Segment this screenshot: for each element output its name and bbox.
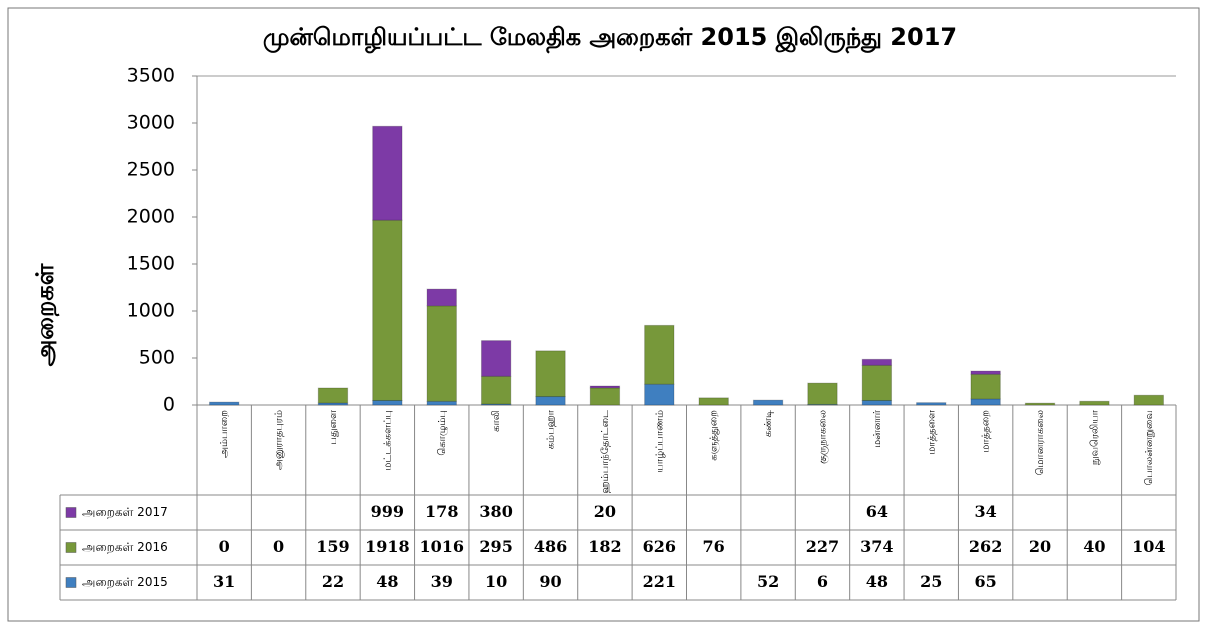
chart-border <box>7 7 1200 622</box>
table-cell: 182 <box>588 537 621 556</box>
bar <box>970 373 1001 400</box>
x-tick-label: கொழும்பு <box>437 410 448 456</box>
table-cell: 227 <box>806 537 839 556</box>
x-tick-label: பதுளை <box>328 410 339 445</box>
table-cell: 52 <box>757 572 779 591</box>
table-cell: 64 <box>866 502 888 521</box>
bar <box>426 400 457 406</box>
table-cell: 380 <box>479 502 512 521</box>
bar <box>861 364 893 401</box>
bar <box>644 324 675 385</box>
y-tick-label: 0 <box>163 394 175 416</box>
x-tick-label: மாத்தறை <box>981 410 992 453</box>
bar <box>535 350 566 398</box>
table-cell: 1918 <box>365 537 410 556</box>
table-cell: 40 <box>1083 537 1105 556</box>
bar <box>861 358 893 366</box>
bar <box>970 370 1001 375</box>
x-tick-label: ஹம்பாந்தோட்டை <box>600 410 611 494</box>
x-tick-label: அம்பாறை <box>219 410 230 458</box>
bar <box>1079 400 1110 406</box>
table-cell: 76 <box>703 537 725 556</box>
x-tick-label: மாத்தளை <box>926 410 937 455</box>
table-cell: 20 <box>1029 537 1051 556</box>
bar <box>698 397 729 406</box>
x-tick-label: குருநாகலை <box>817 410 829 464</box>
table-cell: 262 <box>969 537 1002 556</box>
bar <box>209 401 240 406</box>
x-tick-label: காலி <box>491 410 502 432</box>
bar <box>480 340 512 377</box>
table-cell: 486 <box>534 537 567 556</box>
bar <box>916 402 947 406</box>
table-cell: 22 <box>322 572 344 591</box>
table-cell: 1016 <box>419 537 464 556</box>
bar <box>1024 402 1056 406</box>
bar <box>426 305 457 402</box>
chart-title: முன்மொழியப்பட்ட மேலதிக அறைகள் 2015 இலிரு… <box>263 23 957 54</box>
bar <box>317 387 349 404</box>
bar <box>480 375 512 405</box>
x-tick-label: கம்பஹா <box>546 409 557 449</box>
bar <box>752 399 784 406</box>
table-cell: 39 <box>431 572 453 591</box>
x-tick-label: மொனராகலை <box>1035 410 1046 475</box>
bar <box>372 125 403 221</box>
x-tick-label: கண்டி <box>763 410 774 437</box>
table-cell: 374 <box>860 537 893 556</box>
legend-swatch <box>65 507 77 518</box>
y-tick-label: 3500 <box>127 65 175 87</box>
bar <box>807 382 838 405</box>
legend-label: அறைகள் 2016 <box>82 540 168 554</box>
legend-swatch <box>65 577 77 588</box>
bar <box>372 399 403 406</box>
legend-label: அறைகள் 2015 <box>82 575 168 589</box>
table-cell: 34 <box>975 502 997 521</box>
bar <box>861 399 893 406</box>
y-tick-label: 1500 <box>127 253 175 275</box>
x-tick-label: மட்டக்களப்பு <box>382 410 393 471</box>
table-cell: 10 <box>485 572 507 591</box>
legend-label: அறைகள் 2017 <box>82 505 168 519</box>
table-cell: 31 <box>213 572 235 591</box>
x-tick-label: களுத்துறை <box>709 410 720 461</box>
table-cell: 104 <box>1132 537 1165 556</box>
bar <box>970 398 1001 406</box>
table-cell: 626 <box>643 537 676 556</box>
table-cell: 20 <box>594 502 616 521</box>
table-cell: 295 <box>479 537 512 556</box>
bar <box>644 383 675 406</box>
y-tick-label: 2500 <box>127 159 175 181</box>
table-cell: 159 <box>316 537 349 556</box>
y-tick-label: 3000 <box>127 112 175 134</box>
y-tick-label: 2000 <box>127 206 175 228</box>
table-cell: 48 <box>376 572 398 591</box>
x-tick-label: யாழ்ப்பாணம் <box>654 410 665 473</box>
y-axis-label: அறைகள் <box>31 263 60 366</box>
y-tick-label: 500 <box>139 347 175 369</box>
table-cell: 0 <box>273 537 284 556</box>
table-cell: 999 <box>371 502 404 521</box>
table-cell: 6 <box>817 572 828 591</box>
bar <box>426 288 457 307</box>
table-cell: 90 <box>539 572 561 591</box>
table-cell: 178 <box>425 502 458 521</box>
table-cell: 221 <box>643 572 676 591</box>
legend-swatch <box>65 542 77 553</box>
bar <box>1133 394 1164 406</box>
bar <box>589 387 621 406</box>
table-cell: 65 <box>975 572 997 591</box>
y-tick-label: 1000 <box>127 300 175 322</box>
table-cell: 0 <box>219 537 230 556</box>
table-cell: 25 <box>920 572 942 591</box>
bar <box>589 385 621 389</box>
x-tick-label: பொலன்னறுவை <box>1144 410 1155 486</box>
x-tick-label: நுவரெலியா <box>1089 409 1100 465</box>
bar <box>372 219 403 401</box>
table-cell: 48 <box>866 572 888 591</box>
x-tick-label: அனுராதபுரம் <box>274 410 285 470</box>
x-tick-label: மன்னார் <box>872 409 883 448</box>
bar <box>535 396 566 406</box>
